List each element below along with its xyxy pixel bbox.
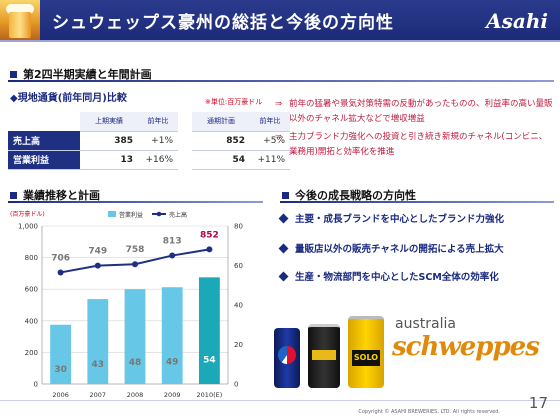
legend-line-label: 売上高: [169, 211, 187, 219]
line-value-label: 758: [126, 245, 145, 255]
right-tick-label: 0: [234, 381, 238, 389]
chart-unit-label: (百万豪ドル): [10, 210, 45, 218]
results-subtitle: ◆現地通貨(前年同月)比較: [10, 93, 127, 104]
line-value-label: 852: [200, 230, 219, 240]
results-notes: ⇒ 前年の猛暑や景気対策特需の反動があったものの、利益率の高い量販以外のチャネル拡…: [275, 97, 555, 160]
bar-value-label: 30: [54, 365, 67, 375]
left-tick-label: 200: [25, 349, 38, 357]
chart-section-title: 業績推移と計画: [10, 187, 100, 203]
strategy-item: 生産・物流部門を中心としたSCM全体の効率化: [278, 269, 555, 283]
bullet-square-icon: [282, 191, 289, 199]
line-value-label: 813: [163, 237, 182, 247]
col-h1: 上期実績: [80, 112, 138, 132]
col-h1-yoy: 前年比: [138, 112, 178, 132]
arrow-icon: ⇒: [275, 99, 283, 109]
x-tick-label: 2007: [90, 391, 107, 399]
strategy-section-title: 今後の成長戦略の方向性: [282, 187, 416, 203]
unit-note: ※単位:百万豪ドル: [205, 98, 263, 106]
can-label-icon: [312, 350, 336, 360]
line-point: [169, 252, 176, 259]
right-tick-label: 20: [234, 341, 243, 349]
legend-bar-swatch: [108, 211, 116, 217]
right-tick-label: 40: [234, 302, 243, 310]
bar: [198, 277, 220, 384]
left-tick-label: 1,000: [18, 223, 38, 231]
bar-value-label: 49: [166, 358, 179, 368]
strategy-item: 主要・成長ブランドを中心としたブランド力強化: [278, 211, 555, 225]
bar-value-label: 54: [203, 356, 216, 366]
slide-header: シュウェップス豪州の総括と今後の方向性 Asahi: [0, 0, 560, 40]
arrow-icon: ⇒: [275, 132, 283, 142]
table-row: 売上高 385 +1% 852 +5%: [8, 131, 290, 151]
line-value-label: 749: [88, 247, 107, 257]
strategy-item: 量販店以外の販売チャネルの開拓による売上拡大: [278, 241, 555, 255]
bullet-square-icon: [10, 191, 17, 199]
left-tick-label: 600: [25, 286, 38, 294]
left-tick-label: 800: [25, 254, 38, 262]
section-rule: [280, 201, 554, 203]
bar: [124, 289, 146, 384]
table-row: 営業利益 13 +16% 54 +11%: [8, 150, 290, 170]
note-item: ⇒ 主力ブランド力強化への投資と引き続き新規のチャネル(コンビニ、業務用)開拓と効…: [275, 130, 555, 160]
line-point: [206, 246, 213, 253]
x-tick-label: 2009: [164, 391, 181, 399]
solo-label: SOLO: [352, 350, 380, 366]
header-underline: [0, 40, 560, 42]
line-value-label: 706: [51, 253, 70, 263]
schweppes-logo: schweppes: [392, 332, 540, 362]
results-section-title: 第2四半期実績と年間計画: [10, 66, 152, 82]
line-point: [94, 262, 101, 269]
right-tick-label: 60: [234, 262, 243, 270]
product-images: SOLO: [268, 312, 558, 390]
asahi-logo: Asahi: [486, 9, 548, 33]
brand-region: australia: [395, 316, 456, 332]
legend-bar-label: 営業利益: [119, 211, 143, 219]
col-fy-yoy: 前年比: [250, 112, 290, 132]
diamond-bullet-icon: [278, 213, 289, 223]
legend-line-marker: [156, 211, 162, 217]
x-tick-label: 2006: [52, 391, 69, 399]
left-tick-label: 0: [34, 381, 38, 389]
note-item: ⇒ 前年の猛暑や景気対策特需の反動があったものの、利益率の高い量販以外のチャネル拡…: [275, 97, 555, 127]
section-rule: [8, 201, 263, 203]
bar: [87, 299, 109, 384]
slide-title: シュウェップス豪州の総括と今後の方向性: [52, 13, 394, 33]
x-tick-label: 2008: [127, 391, 144, 399]
bar-value-label: 48: [129, 358, 142, 368]
bar-value-label: 43: [92, 360, 105, 370]
diamond-bullet-icon: [278, 271, 289, 281]
bar: [161, 287, 183, 384]
bullet-square-icon: [10, 70, 17, 78]
x-tick-label: 2010(E): [197, 391, 223, 399]
page-number: 17: [528, 394, 548, 412]
section-rule: [8, 80, 554, 82]
line-point: [132, 261, 138, 268]
left-tick-label: 400: [25, 317, 38, 325]
results-table: 上期実績 前年比 通期計画 前年比 売上高 385 +1% 852 +5% 営業…: [8, 112, 290, 170]
beer-photo: [0, 0, 40, 40]
col-fy: 通期計画: [192, 112, 250, 132]
bar: [50, 324, 72, 384]
pepsi-logo-icon: [278, 346, 296, 364]
copyright: Copyright © ASAHI BREWERIES, LTD. All ri…: [358, 409, 500, 415]
right-tick-label: 80: [234, 223, 243, 231]
performance-chart: (百万豪ドル) 0 200 400 600 800 1,000 0 20 40 60 80 30 43 48…: [10, 210, 243, 399]
footer: [0, 400, 560, 420]
diamond-bullet-icon: [278, 243, 289, 253]
line-point: [57, 269, 64, 276]
